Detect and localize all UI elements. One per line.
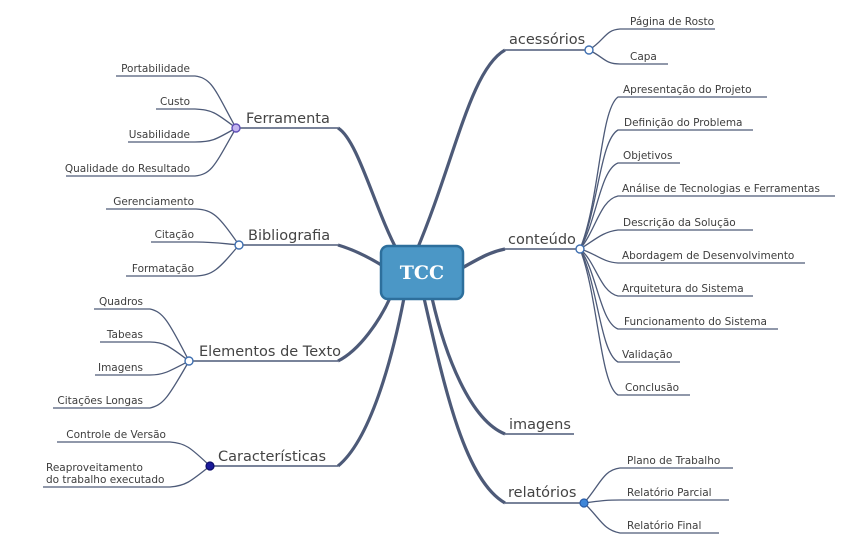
leaf-reaproveitamento-line2[interactable]: do trabalho executado (46, 474, 164, 486)
branch-label-conteudo: conteúdo (508, 232, 576, 248)
branch-elementos-de-texto[interactable]: Elementos de Texto Quadros Tabeas Imagen… (53, 296, 341, 409)
leaf-plano-de-trabalho[interactable]: Plano de Trabalho (627, 455, 720, 467)
leaf-citacoes-longas[interactable]: Citações Longas (57, 395, 143, 407)
connector-caracteristicas (336, 297, 406, 468)
leaf-qualidade-do-resultado[interactable]: Qualidade do Resultado (65, 163, 190, 175)
leaf-reaproveitamento-line1[interactable]: Reaproveitamento (46, 462, 143, 474)
branch-conteudo[interactable]: conteúdo Apresentação do Projeto Definiç… (505, 84, 835, 396)
leaf-objetivos[interactable]: Objetivos (623, 150, 672, 162)
connector-ferramenta (337, 126, 400, 253)
leaf-validacao[interactable]: Validação (622, 349, 672, 361)
branch-relatorios[interactable]: relatórios Plano de Trabalho Relatório P… (505, 455, 733, 534)
branch-label-imagens: imagens (509, 417, 571, 433)
root-connectors (336, 48, 506, 505)
leaf-arquitetura-do-sistema[interactable]: Arquitetura do Sistema (622, 283, 744, 295)
connector-conteudo (461, 247, 506, 270)
connector-bibliografia (337, 243, 384, 268)
branch-node-acessorios[interactable] (584, 45, 594, 55)
root-node-label: TCC (400, 262, 444, 284)
branch-node-relatorios[interactable] (579, 498, 589, 508)
leaf-usabilidade[interactable]: Usabilidade (129, 129, 190, 141)
leaf-tabeas[interactable]: Tabeas (106, 329, 143, 341)
branch-node-elementos-de-texto[interactable] (184, 356, 194, 366)
branch-acessorios[interactable]: acessórios Página de Rosto Capa (505, 16, 715, 65)
connector-elementos-de-texto (337, 297, 392, 363)
leaf-custo[interactable]: Custo (160, 96, 190, 108)
leaf-pagina-de-rosto[interactable]: Página de Rosto (630, 16, 714, 28)
branch-node-caracteristicas[interactable] (205, 461, 215, 471)
branch-label-acessorios: acessórios (509, 32, 585, 48)
leaf-definicao-do-problema[interactable]: Definição do Problema (624, 117, 743, 129)
leaf-funcionamento-do-sistema[interactable]: Funcionamento do Sistema (624, 316, 767, 328)
branch-caracteristicas[interactable]: Características Controle de Versão Reapr… (43, 429, 338, 488)
leaf-descricao-da-solucao[interactable]: Descrição da Solução (623, 217, 736, 229)
leaf-abordagem-de-desenvolvimento[interactable]: Abordagem de Desenvolvimento (622, 250, 794, 262)
leaf-formatacao[interactable]: Formatação (132, 263, 194, 275)
leaf-relatorio-parcial[interactable]: Relatório Parcial (627, 487, 712, 499)
leaf-citacao[interactable]: Citação (155, 229, 194, 241)
leaf-apresentacao-do-projeto[interactable]: Apresentação do Projeto (623, 84, 752, 96)
branch-label-elementos-de-texto: Elementos de Texto (199, 344, 341, 360)
leaf-imagens[interactable]: Imagens (98, 362, 143, 374)
connector-imagens (430, 297, 506, 436)
branch-label-relatorios: relatórios (508, 485, 576, 501)
branch-label-ferramenta: Ferramenta (246, 111, 330, 127)
branch-imagens[interactable]: imagens (505, 417, 574, 435)
leaf-quadros[interactable]: Quadros (99, 296, 143, 308)
leaf-relatorio-final[interactable]: Relatório Final (627, 520, 701, 532)
branch-ferramenta[interactable]: Ferramenta Portabilidade Custo Usabilida… (65, 63, 338, 177)
leaf-portabilidade[interactable]: Portabilidade (121, 63, 190, 75)
branch-node-ferramenta[interactable] (231, 123, 241, 133)
leaf-controle-de-versao[interactable]: Controle de Versão (66, 429, 166, 441)
branch-node-conteudo[interactable] (575, 244, 585, 254)
branch-bibliografia[interactable]: Bibliografia Gerenciamento Citação Forma… (106, 196, 338, 277)
branch-label-caracteristicas: Características (218, 449, 326, 465)
connector-relatorios (422, 297, 506, 505)
leaf-gerenciamento[interactable]: Gerenciamento (113, 196, 194, 208)
branch-label-bibliografia: Bibliografia (248, 228, 330, 244)
root-node[interactable]: TCC (379, 244, 465, 301)
leaf-analise-de-tecnologias[interactable]: Análise de Tecnologias e Ferramentas (622, 183, 820, 195)
branch-node-bibliografia[interactable] (234, 240, 244, 250)
connector-acessorios (414, 48, 506, 253)
leaf-capa[interactable]: Capa (630, 51, 657, 63)
leaf-conclusao[interactable]: Conclusão (625, 382, 679, 394)
